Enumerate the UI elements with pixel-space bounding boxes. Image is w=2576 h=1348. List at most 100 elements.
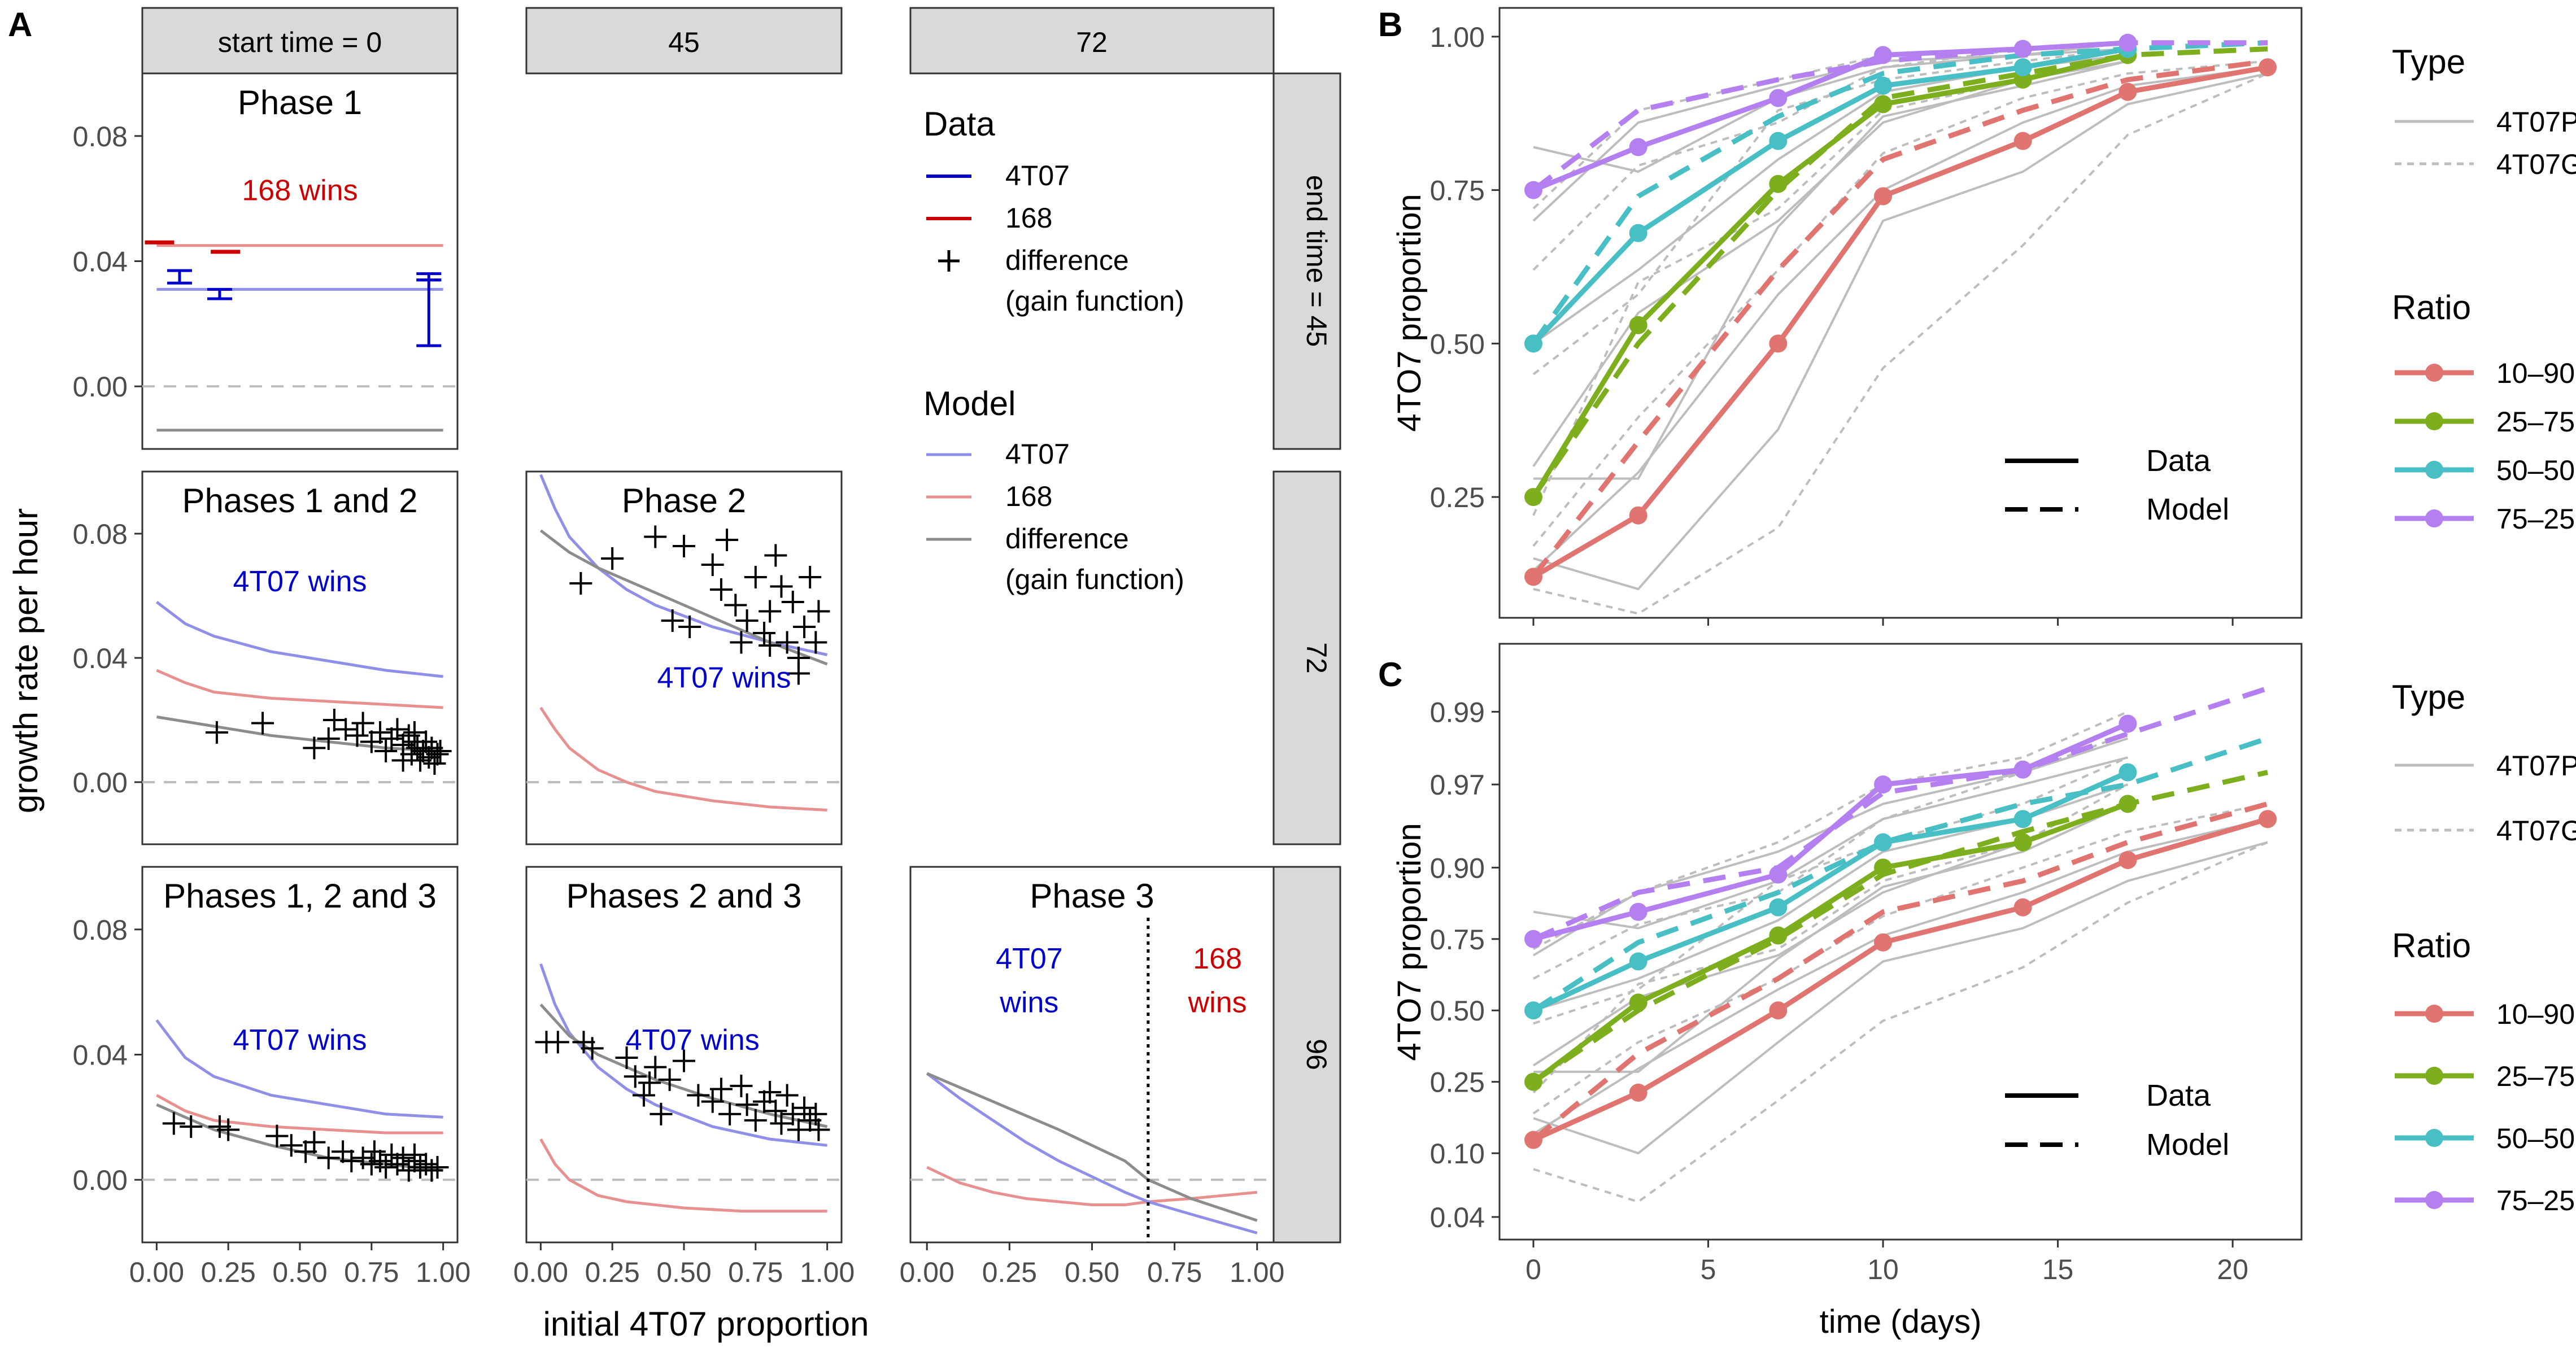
legend-c-ratio-label-2: 50–50 <box>2496 1123 2575 1154</box>
c-series-line-4 <box>1532 770 2129 1013</box>
model-168-line-p22 <box>539 706 827 812</box>
panel-a-legend: Data 4T07 168 difference (gain function)… <box>923 105 1184 595</box>
facet-phases-2-and-3: Phases 2 and 3 4T07 wins <box>525 866 843 1244</box>
facet-title-p21: Phases 1 and 2 <box>182 482 418 520</box>
facet-title-p32: Phases 2 and 3 <box>566 877 802 915</box>
c-ytick-label-5: 0.90 <box>1430 852 1485 884</box>
b-ytick-label-3: 1.00 <box>1430 21 1485 53</box>
a-xtick-label-p32-2: 0.50 <box>656 1257 711 1288</box>
legend-model-diff-sub: (gain function) <box>1005 564 1184 595</box>
c-ytick-label-4: 0.75 <box>1430 924 1485 956</box>
panel-b-frame <box>1498 7 2303 619</box>
model-168-line-p21 <box>156 669 443 709</box>
c-xtick-label-1: 5 <box>1701 1254 1716 1285</box>
strip-row-3 <box>1272 866 1341 1244</box>
a-xtick-label-p32-1: 0.25 <box>585 1257 640 1288</box>
facet-title-p22: Phase 2 <box>622 482 746 520</box>
c-series-point-2-4 <box>2013 833 2032 852</box>
annotation-p31-0: 4T07 wins <box>233 1024 367 1057</box>
a-ytick-label-p31-1: 0.04 <box>73 1040 128 1071</box>
panel-c-frame <box>1498 643 2303 1241</box>
c-ytick-label-3: 0.50 <box>1430 995 1485 1027</box>
model-168-line-p32 <box>539 1138 827 1213</box>
c-series-point-2-1 <box>1629 993 1647 1012</box>
legend-c-ratio-key-dot-2 <box>2425 1129 2443 1147</box>
strip-col-2-label: 45 <box>668 27 700 58</box>
legend-b-ratio-label-2: 50–50 <box>2496 455 2575 486</box>
legend-c: Type 4T07P 4T07G Ratio 10–90 25–75 50–50 75… <box>2392 678 2576 1216</box>
annotation-p11-0: 168 wins <box>242 174 358 207</box>
b-series-point-4-1 <box>1629 224 1647 242</box>
panel-b-y-ticks: 0.25 0.50 0.75 1.00 <box>1430 21 1500 513</box>
model-4t07-line-p31 <box>155 1019 443 1119</box>
b-series-point-0-3 <box>1874 187 1893 206</box>
b-series-point-4-3 <box>1874 76 1893 95</box>
facet-title-p31: Phases 1, 2 and 3 <box>163 877 437 915</box>
c-grey-line-9 <box>1532 783 2129 1094</box>
legend-c-ratio-label-0: 10–90 <box>2496 998 2575 1030</box>
legend-c-ratio-label-3: 75–25 <box>2496 1185 2575 1216</box>
model-diff-line-p33 <box>926 1072 1258 1222</box>
panel-b: 0.25 0.50 0.75 1.00 4TO7 proportion Data Mo… <box>1391 7 2303 626</box>
b-ytick-label-1: 0.50 <box>1430 328 1485 360</box>
a-ytick-label-p11-1: 0.04 <box>73 246 128 278</box>
panel-letter-c: C <box>1378 656 1402 693</box>
c-ytick-label-2: 0.25 <box>1430 1067 1485 1098</box>
c-series-point-6-2 <box>1769 865 1788 884</box>
a-ytick-label-p11-0: 0.00 <box>73 371 128 403</box>
annotation-p32-0: 4T07 wins <box>626 1024 760 1057</box>
legend-c-ratio-key-dot-3 <box>2425 1191 2443 1209</box>
c-series-line-7 <box>1532 686 2269 941</box>
legend-data-4t07-label: 4T07 <box>1005 160 1070 191</box>
b-series-point-0-4 <box>2013 132 2032 150</box>
annotation-p22-0: 4T07 wins <box>657 661 791 694</box>
c-series-point-2-2 <box>1769 926 1788 945</box>
legend-model-diff-label: difference <box>1005 523 1129 555</box>
c-xtick-label-3: 15 <box>2042 1254 2074 1285</box>
a-xtick-label-p32-0: 0.00 <box>513 1257 568 1288</box>
legend-b-ratio-label-1: 25–75 <box>2496 406 2575 438</box>
model-4t07-line-p33 <box>926 1072 1258 1234</box>
legend-data-diff-sub: (gain function) <box>1005 285 1184 317</box>
facet-title-p33: Phase 3 <box>1030 877 1154 915</box>
legend-model-4t07-label: 4T07 <box>1005 438 1070 470</box>
facet-phase-2: Phase 2 4T07 wins <box>525 470 843 845</box>
b-series-point-0-6 <box>2259 58 2277 77</box>
facet-phase-1: Phase 1 168 wins <box>141 72 459 450</box>
legend-b-ratio-label-3: 75–25 <box>2496 503 2575 535</box>
c-grey-line-7 <box>1533 841 2268 1203</box>
b-series-line-7 <box>1532 40 2268 193</box>
a-ytick-label-p21-0: 0.00 <box>73 767 128 799</box>
panel-c-legend-data-label: Data <box>2146 1079 2211 1113</box>
panel-letter-a: A <box>8 6 32 43</box>
c-series-point-0-6 <box>2259 810 2277 828</box>
c-series-point-6-1 <box>1629 902 1647 921</box>
model-168-line-p33 <box>926 1166 1258 1206</box>
legend-data-168-label: 168 <box>1005 202 1052 234</box>
facet-frame-p21 <box>141 470 459 845</box>
panel-letter-b: B <box>1378 6 1402 43</box>
b-series-line-1 <box>1531 58 2268 579</box>
b-grey-line-6 <box>1532 41 2128 222</box>
c-ytick-label-1: 0.10 <box>1430 1138 1485 1170</box>
b-series-line-6 <box>1532 40 2128 193</box>
panel-c-ylabel: 4TO7 proportion <box>1391 823 1428 1061</box>
strip-row-1-label: end time = 45 <box>1301 175 1332 347</box>
legend-data-title: Data <box>923 105 995 143</box>
b-series-point-6-2 <box>1769 89 1788 107</box>
legend-b-ratio-title: Ratio <box>2392 289 2471 326</box>
c-grey-line-0 <box>1533 841 2268 1155</box>
c-series-point-0-5 <box>2119 850 2137 869</box>
facet-phases-1-and-2: Phases 1 and 2 4T07 wins <box>141 470 459 845</box>
legend-model-168-label: 168 <box>1005 481 1052 512</box>
panel-c-series <box>1524 686 2277 1149</box>
strip-row-2 <box>1272 470 1341 845</box>
c-series-point-4-4 <box>2013 810 2032 828</box>
legend-c-type-title: Type <box>2392 678 2465 716</box>
legend-b-type-4t07g-label: 4T07G <box>2496 149 2576 180</box>
facet-phase-3: Phase 3 4T07 wins 168 wins <box>909 866 1275 1244</box>
c-series-line-1 <box>1532 801 2269 1142</box>
panel-c: 0.04 0.10 0.25 0.50 0.75 0.90 0.97 0.99 0 5 10 15 2… <box>1391 643 2303 1340</box>
panel-b-legend-model-label: Model <box>2146 492 2229 526</box>
